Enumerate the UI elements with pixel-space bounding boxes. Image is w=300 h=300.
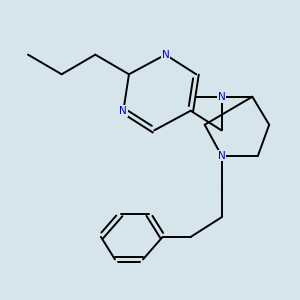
Text: N: N bbox=[218, 151, 225, 160]
Text: N: N bbox=[119, 106, 127, 116]
Text: N: N bbox=[218, 92, 225, 102]
Text: N: N bbox=[161, 50, 169, 60]
